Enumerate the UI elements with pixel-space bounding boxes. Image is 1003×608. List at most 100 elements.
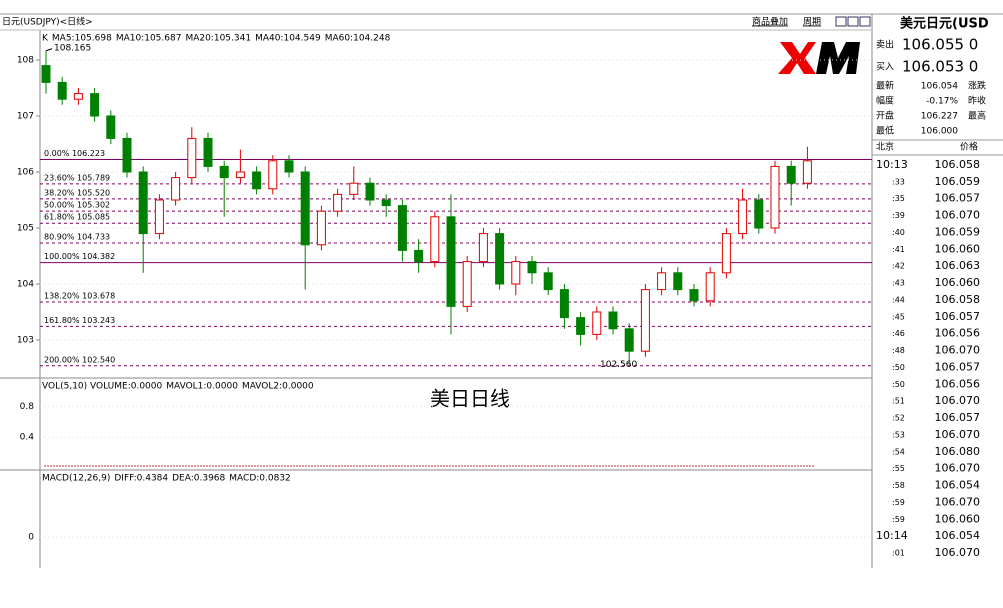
candle-body (397, 205, 407, 251)
stat-value: -0.17% (926, 97, 958, 107)
tick-time: :33 (892, 177, 905, 186)
quote-label: 买入 (876, 62, 894, 73)
y-tick-label: 108 (17, 56, 34, 66)
candle-body (592, 311, 602, 335)
quote-value: 106.055 0 (902, 36, 978, 54)
stat-label: 开盘 (876, 110, 894, 122)
tick-price: 106.070 (935, 546, 981, 559)
tick-price: 106.070 (935, 428, 981, 441)
tick-time: :58 (892, 481, 905, 490)
tick-price: 106.054 (935, 479, 981, 492)
tick-time: :42 (892, 262, 905, 271)
legend-item: DIFF:0.4384 (114, 474, 168, 484)
candle-body (576, 317, 586, 335)
candle-body (624, 328, 634, 352)
legend-item: DEA:0.3968 (172, 474, 225, 484)
tick-time: :48 (892, 346, 905, 355)
tick-time: :55 (892, 464, 905, 473)
fib-label: 61.80% 105.085 (44, 213, 110, 222)
candle-body (689, 289, 699, 302)
candle-body (73, 93, 83, 100)
candle-body (446, 216, 456, 307)
window-button[interactable] (835, 16, 847, 27)
candle-body (235, 171, 245, 179)
legend-item: MAVOL1:0.0000 (166, 382, 238, 392)
candle-body (673, 272, 683, 291)
y-tick-label: 105 (17, 224, 34, 234)
stat-value: 106.227 (921, 112, 958, 122)
candle-body (495, 233, 505, 285)
candle-body (252, 171, 262, 190)
tick-time: :40 (892, 228, 905, 237)
fib-label: 100.00% 104.382 (44, 252, 115, 261)
legend-item: MACD(12,26,9) (42, 474, 110, 484)
tick-time: :44 (892, 295, 905, 304)
candle-body (138, 171, 148, 235)
tick-price: 106.057 (935, 360, 981, 373)
tick-price: 106.054 (935, 529, 981, 542)
stat-label: 最新 (876, 80, 894, 92)
tick-price: 106.056 (935, 327, 981, 340)
tick-price: 106.080 (935, 445, 981, 458)
candle-body (608, 311, 618, 330)
legend-item: MA60:104.248 (325, 34, 391, 44)
tick-time: :51 (892, 397, 905, 406)
window-button[interactable] (859, 16, 871, 27)
candle-body (721, 233, 731, 274)
tick-price: 106.059 (935, 225, 981, 238)
legend-item: MACD:0.0832 (229, 474, 291, 484)
candle-body (219, 165, 229, 179)
window-button[interactable] (847, 16, 859, 27)
list-header: 价格 (960, 141, 978, 153)
legend-item: MA10:105.687 (116, 34, 182, 44)
tick-price: 106.063 (935, 259, 981, 272)
watermark: 美日日线 (430, 387, 510, 411)
tick-time: :53 (892, 430, 905, 439)
y-tick-label: 106 (17, 168, 34, 178)
tick-price: 106.060 (935, 276, 981, 289)
candle-body (381, 199, 391, 207)
candle-body (333, 193, 343, 212)
tick-price: 106.070 (935, 209, 981, 222)
tick-price: 106.057 (935, 310, 981, 323)
candle-body (300, 171, 310, 246)
overlay-link[interactable]: 商品叠加 (752, 16, 788, 28)
period-link[interactable]: 周期 (803, 17, 821, 28)
high-marker (45, 48, 53, 52)
quote-label: 卖出 (876, 39, 894, 51)
tick-price: 106.060 (935, 512, 981, 525)
stat-label: 幅度 (876, 95, 894, 107)
tick-price: 106.058 (935, 293, 981, 306)
high-label: 108.165 (54, 43, 91, 53)
stat-value: 106.000 (921, 127, 958, 137)
fib-label: 38.20% 105.520 (44, 188, 110, 197)
candle-body (57, 81, 67, 100)
candle-body (284, 160, 294, 173)
tick-time: :59 (892, 515, 905, 524)
tick-time: 10:14 (876, 529, 908, 542)
candle-body (462, 261, 472, 307)
candle-body (527, 261, 537, 274)
tick-price: 106.058 (935, 158, 981, 171)
quote-title: 美元日元(USD (900, 16, 989, 32)
fib-label: 0.00% 106.223 (44, 149, 105, 158)
y-tick-label: 0.8 (20, 402, 35, 412)
tick-time: 10:13 (876, 158, 908, 171)
y-tick-label: 103 (17, 336, 34, 346)
candle-body (657, 272, 667, 291)
legend-item: K (42, 34, 49, 44)
y-tick-label: 107 (17, 112, 34, 122)
fib-label: 80.90% 104.733 (44, 232, 110, 241)
candle-body (349, 182, 359, 195)
tick-price: 106.070 (935, 495, 981, 508)
candle-body (268, 160, 278, 190)
candle-body (154, 199, 164, 235)
candle-body (171, 177, 181, 201)
candle-body (122, 137, 132, 173)
candle-body (41, 65, 51, 83)
legend-item: MA40:104.549 (255, 34, 321, 44)
y-tick-label: 104 (17, 280, 34, 290)
tick-time: :43 (892, 279, 905, 288)
